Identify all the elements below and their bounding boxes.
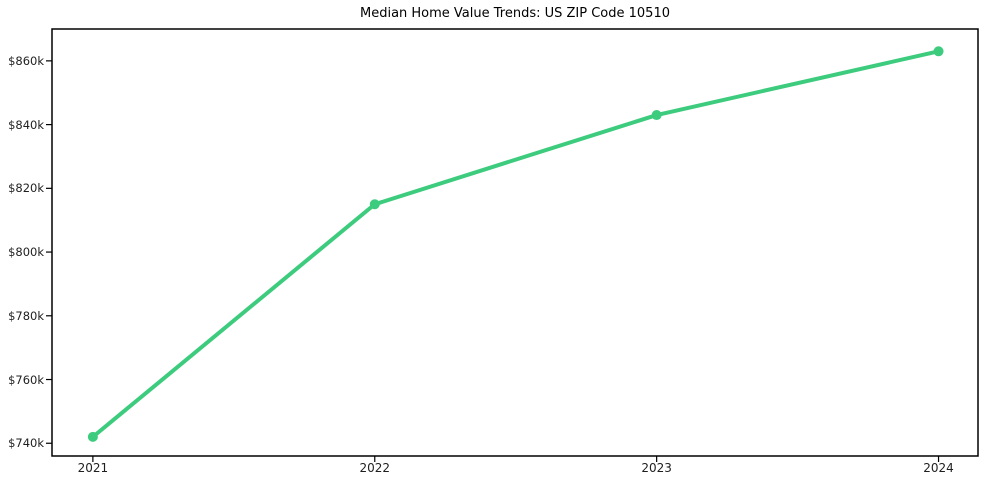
y-tick-label: $820k xyxy=(8,181,44,196)
y-tick-label: $780k xyxy=(8,308,44,323)
chart-title: Median Home Value Trends: US ZIP Code 10… xyxy=(359,6,670,21)
y-tick-label: $740k xyxy=(8,436,44,451)
y-tick-label: $760k xyxy=(8,372,44,387)
data-point-marker xyxy=(933,46,944,57)
x-tick-label: 2024 xyxy=(923,461,954,475)
y-tick-label: $860k xyxy=(8,53,44,68)
data-point-marker xyxy=(369,199,380,210)
y-tick-label: $800k xyxy=(8,245,44,260)
x-tick-label: 2023 xyxy=(641,461,672,475)
data-point-marker xyxy=(87,431,98,442)
data-point-marker xyxy=(651,110,662,121)
plot-border xyxy=(51,28,979,457)
y-tick-label: $840k xyxy=(8,117,44,132)
trend-line xyxy=(90,49,941,439)
x-tick-label: 2022 xyxy=(359,461,391,475)
x-tick-label: 2021 xyxy=(77,461,109,475)
